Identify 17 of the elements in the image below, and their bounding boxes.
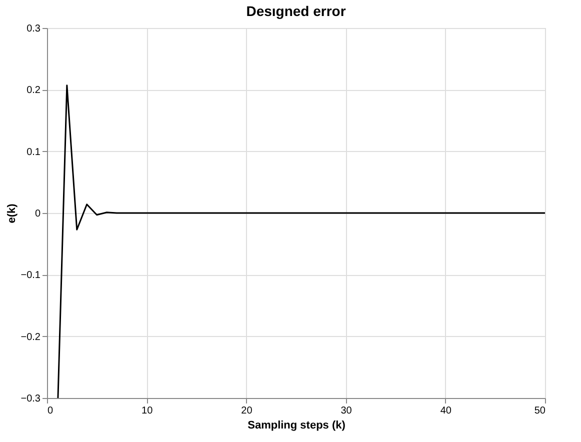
x-tick-label: 40 bbox=[440, 406, 452, 416]
y-tick-label: 0.3 bbox=[26, 24, 41, 34]
y-tick-label: 0 bbox=[34, 208, 41, 220]
y-tick-label: 0.2 bbox=[26, 85, 41, 96]
y-tick-label: −0.1 bbox=[20, 270, 41, 282]
x-tick-label: 20 bbox=[241, 406, 253, 416]
x-tick-label: 50 bbox=[534, 406, 546, 416]
x-tick-label: 10 bbox=[142, 406, 154, 416]
line-series bbox=[57, 84, 545, 398]
y-tick-label: −0.2 bbox=[20, 332, 41, 343]
chart-title: Desıgned error bbox=[246, 3, 346, 19]
y-tick-label: −0.3 bbox=[20, 394, 41, 404]
x-axis-title: Sampling steps (k) bbox=[248, 420, 346, 432]
y-tick-label: 0.1 bbox=[26, 146, 41, 158]
x-tick-label: 0 bbox=[48, 406, 54, 416]
x-tick-label: 30 bbox=[340, 406, 352, 416]
y-axis-title: e(k) bbox=[6, 203, 18, 224]
